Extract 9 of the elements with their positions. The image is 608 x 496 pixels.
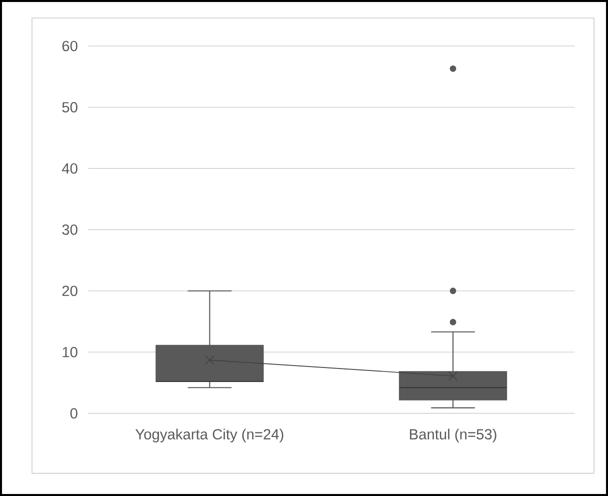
x-tick-label: Yogyakarta City (n=24) <box>135 428 284 442</box>
y-tick-label: 60 <box>62 40 78 52</box>
y-tick-label: 50 <box>62 102 78 112</box>
x-tick-label: Bantul (n=53) <box>410 428 496 442</box>
y-tick-label: 0 <box>70 408 78 419</box>
y-tick-label: 40 <box>62 163 78 174</box>
y-tick-label: 20 <box>62 286 78 296</box>
y-tick-label: 10 <box>62 346 78 358</box>
y-tick-label: 30 <box>62 224 78 235</box>
